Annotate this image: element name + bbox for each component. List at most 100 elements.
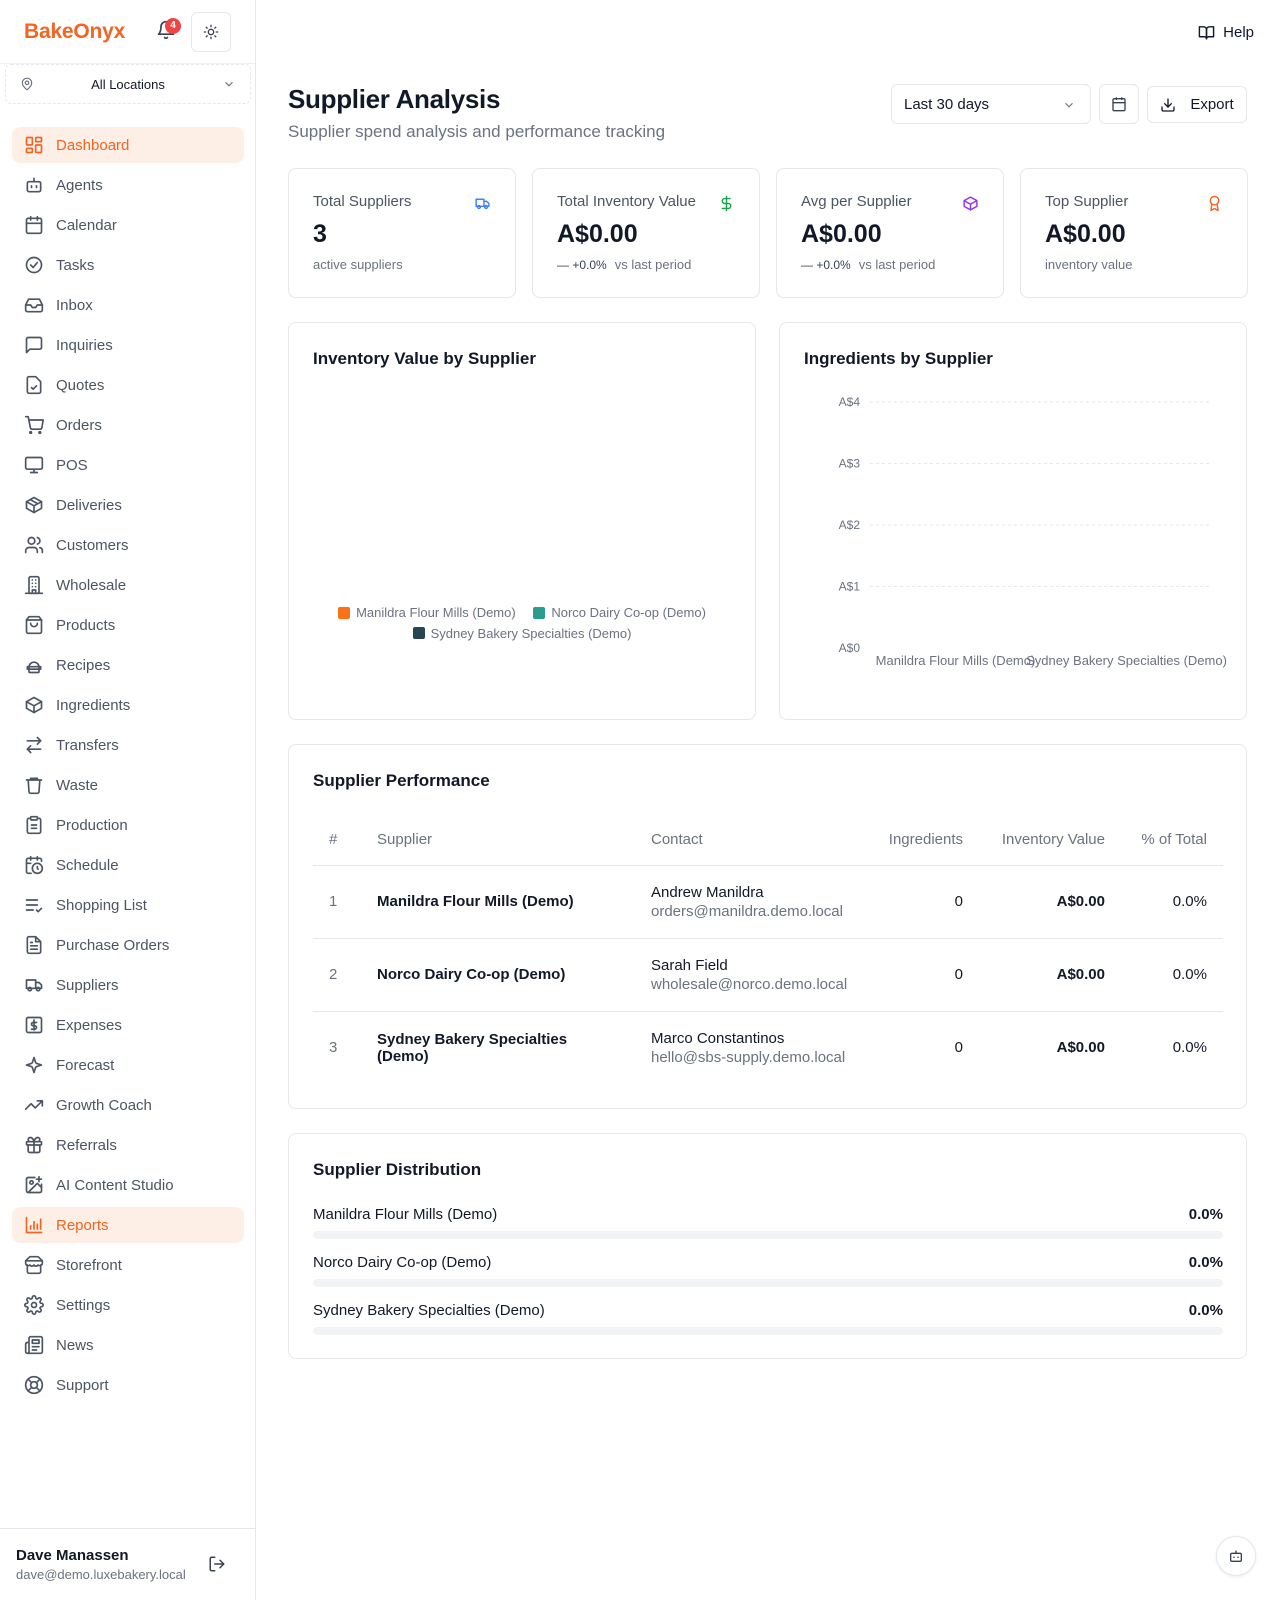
sidebar-item-settings[interactable]: Settings	[12, 1287, 244, 1323]
sidebar-item-label: Deliveries	[56, 496, 122, 514]
sidebar-item-growth-coach[interactable]: Growth Coach	[12, 1087, 244, 1123]
sidebar-item-label: Orders	[56, 416, 102, 434]
y-tick-label: A$3	[839, 457, 861, 471]
sidebar-item-label: Dashboard	[56, 136, 130, 154]
stat-footnote-row: — +0.0% vs last period	[557, 257, 735, 272]
sidebar-item-forecast[interactable]: Forecast	[12, 1047, 244, 1083]
sidebar-item-label: Ingredients	[56, 696, 131, 714]
progress-track	[313, 1231, 1223, 1239]
legend-swatch	[412, 627, 425, 639]
user-name: Dave Manassen	[16, 1547, 129, 1564]
package-icon	[24, 495, 44, 515]
distribution-row: Sydney Bakery Specialties (Demo) 0.0%	[313, 1302, 1223, 1335]
calendar-button[interactable]	[1099, 84, 1139, 124]
y-tick-label: A$0	[839, 641, 861, 655]
assistant-bot-button[interactable]	[1216, 1536, 1256, 1576]
sidebar-item-recipes[interactable]: Recipes	[12, 647, 244, 683]
sidebar-item-suppliers[interactable]: Suppliers	[12, 967, 244, 1003]
help-button[interactable]: Help	[1198, 24, 1254, 41]
table-row[interactable]: 3 Sydney Bakery Specialties (Demo) Marco…	[313, 1011, 1223, 1084]
sidebar: BakeOnyx 4 All Locations Dashboard Agents…	[0, 0, 256, 1600]
table-header-row: # Supplier Contact Ingredients Inventory…	[313, 815, 1223, 866]
contact-name: Sarah Field	[651, 956, 728, 974]
sidebar-item-label: News	[56, 1336, 94, 1354]
sidebar-item-deliveries[interactable]: Deliveries	[12, 487, 244, 523]
user-email: dave@demo.luxebakery.local	[16, 1567, 186, 1582]
sidebar-item-support[interactable]: Support	[12, 1367, 244, 1403]
logout-icon[interactable]	[208, 1555, 226, 1573]
ingredients-count: 0	[865, 938, 979, 1012]
clock-calendar-icon	[24, 855, 44, 875]
sidebar-item-reports[interactable]: Reports	[12, 1207, 244, 1243]
legend-label: Norco Dairy Co-op (Demo)	[551, 605, 706, 620]
supplier-name: Manildra Flour Mills (Demo)	[361, 865, 635, 939]
legend-item: Sydney Bakery Specialties (Demo)	[412, 626, 631, 641]
table-row[interactable]: 2 Norco Dairy Co-op (Demo) Sarah Field wh…	[313, 938, 1223, 1012]
trending-up-icon	[24, 1095, 44, 1115]
sidebar-item-news[interactable]: News	[12, 1327, 244, 1363]
sidebar-item-agents[interactable]: Agents	[12, 167, 244, 203]
sidebar-item-purchase-orders[interactable]: Purchase Orders	[12, 927, 244, 963]
sidebar-item-storefront[interactable]: Storefront	[12, 1247, 244, 1283]
sidebar-item-expenses[interactable]: Expenses	[12, 1007, 244, 1043]
stat-card-total-suppliers: Total Suppliers 3 active suppliers	[288, 168, 516, 298]
contact-cell: Andrew Manildra orders@manildra.demo.loca…	[635, 865, 865, 939]
calendar-icon	[24, 215, 44, 235]
stat-label: Total Suppliers	[313, 193, 412, 210]
export-button[interactable]: Export	[1147, 86, 1247, 123]
export-label: Export	[1190, 96, 1234, 113]
ingredients-count: 0	[954, 1039, 963, 1057]
sidebar-item-pos[interactable]: POS	[12, 447, 244, 483]
sidebar-item-waste[interactable]: Waste	[12, 767, 244, 803]
inventory-value: A$0.00	[979, 938, 1121, 1012]
supplier-distribution-card: Supplier Distribution Manildra Flour Mil…	[288, 1133, 1247, 1359]
award-icon	[1206, 195, 1223, 212]
sidebar-item-label: Expenses	[56, 1016, 122, 1034]
sidebar-item-transfers[interactable]: Transfers	[12, 727, 244, 763]
sidebar-item-label: Storefront	[56, 1256, 122, 1274]
page-subtitle: Supplier spend analysis and performance …	[288, 122, 666, 141]
bot-icon	[1228, 1548, 1244, 1564]
sidebar-item-ingredients[interactable]: Ingredients	[12, 687, 244, 723]
sidebar-item-inquiries[interactable]: Inquiries	[12, 327, 244, 363]
sidebar-item-ai-content-studio[interactable]: AI Content Studio	[12, 1167, 244, 1203]
sidebar-item-tasks[interactable]: Tasks	[12, 247, 244, 283]
sidebar-item-products[interactable]: Products	[12, 607, 244, 643]
sidebar-item-inbox[interactable]: Inbox	[12, 287, 244, 323]
sidebar-item-orders[interactable]: Orders	[12, 407, 244, 443]
sidebar-item-label: Recipes	[56, 656, 111, 674]
sidebar-item-label: Forecast	[56, 1056, 115, 1074]
date-range-value: Last 30 days	[904, 95, 990, 113]
location-select[interactable]: All Locations	[5, 64, 251, 104]
gear-icon	[24, 1295, 44, 1315]
date-range-select[interactable]: Last 30 days	[891, 84, 1091, 124]
progress-track	[313, 1327, 1223, 1335]
list-check-icon	[24, 895, 44, 915]
supplier-name: Norco Dairy Co-op (Demo)	[361, 938, 635, 1012]
theme-toggle-button[interactable]	[191, 12, 231, 52]
brand-logo[interactable]: BakeOnyx	[24, 19, 126, 43]
stat-footnote: vs last period	[614, 257, 692, 272]
sidebar-item-calendar[interactable]: Calendar	[12, 207, 244, 243]
sidebar-item-label: POS	[56, 456, 88, 474]
legend-label: Manildra Flour Mills (Demo)	[356, 605, 516, 620]
distribution-label: Norco Dairy Co-op (Demo)	[313, 1254, 492, 1271]
table-row[interactable]: 1 Manildra Flour Mills (Demo) Andrew Man…	[313, 865, 1223, 939]
sidebar-item-wholesale[interactable]: Wholesale	[12, 567, 244, 603]
row-number: 3	[329, 1039, 338, 1057]
sidebar-item-shopping-list[interactable]: Shopping List	[12, 887, 244, 923]
monitor-icon	[24, 455, 44, 475]
sidebar-item-schedule[interactable]: Schedule	[12, 847, 244, 883]
location-select-value: All Locations	[91, 76, 165, 92]
sidebar-item-quotes[interactable]: Quotes	[12, 367, 244, 403]
inventory-value: A$0.00	[979, 865, 1121, 939]
sidebar-item-dashboard[interactable]: Dashboard	[12, 127, 244, 163]
inventory-value-chart-card: Inventory Value by Supplier Manildra Flo…	[288, 322, 756, 720]
sidebar-item-production[interactable]: Production	[12, 807, 244, 843]
sidebar-item-customers[interactable]: Customers	[12, 527, 244, 563]
image-sparkle-icon	[24, 1175, 44, 1195]
y-tick-label: A$4	[839, 395, 861, 409]
contact-name: Marco Constantinos	[651, 1029, 785, 1047]
sidebar-item-referrals[interactable]: Referrals	[12, 1127, 244, 1163]
distribution-row: Manildra Flour Mills (Demo) 0.0%	[313, 1206, 1223, 1239]
